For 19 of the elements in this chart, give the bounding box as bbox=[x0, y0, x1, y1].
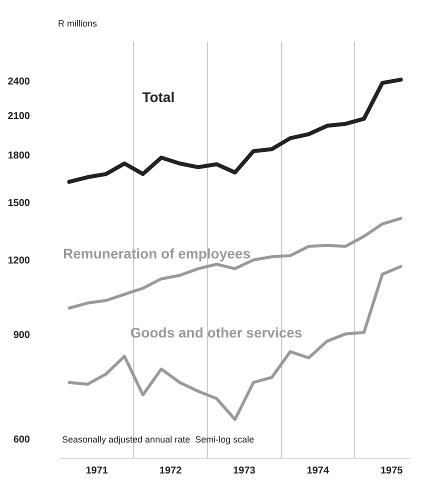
y-axis-title: R millions bbox=[58, 18, 98, 28]
line-series bbox=[68, 264, 402, 421]
x-tick-label: 1971 bbox=[86, 466, 108, 476]
y-tick-label: 900 bbox=[13, 330, 30, 341]
y-tick-label: 1500 bbox=[8, 198, 30, 209]
y-tick-label: 2400 bbox=[8, 76, 30, 88]
annotation: Seasonally adjusted annual rate Semi-log scale bbox=[62, 434, 254, 444]
y-tick-label: 2100 bbox=[8, 110, 30, 122]
series-label: Goods and other services bbox=[130, 324, 302, 341]
series-label: Remuneration of employees bbox=[63, 246, 251, 262]
line-series bbox=[67, 78, 403, 184]
y-tick-label: 1200 bbox=[8, 256, 30, 267]
text: Total bbox=[142, 88, 175, 105]
x-tick-label: 1973 bbox=[233, 466, 256, 476]
y-tick-label: 600 bbox=[13, 434, 30, 446]
x-tick-label: 1972 bbox=[159, 466, 182, 476]
x-tick-label: 1975 bbox=[380, 466, 404, 476]
y-tick-label: 1800 bbox=[8, 150, 30, 162]
x-tick-label: 1974 bbox=[306, 466, 330, 476]
